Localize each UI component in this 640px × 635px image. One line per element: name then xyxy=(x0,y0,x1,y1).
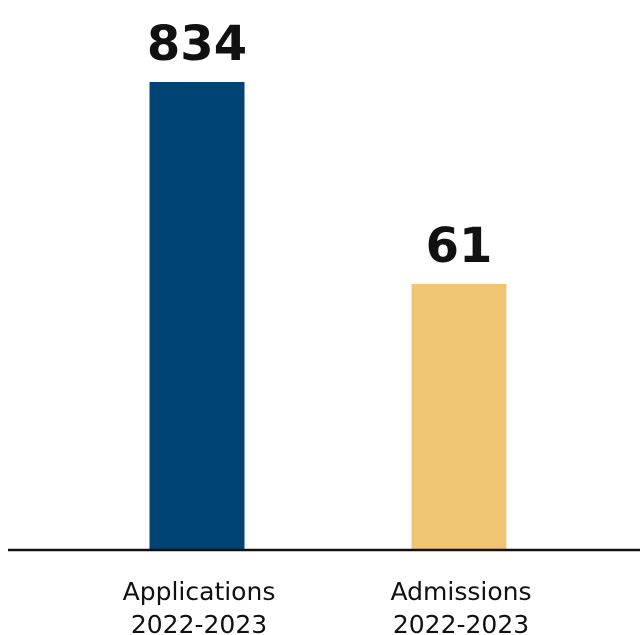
category-label-1-line-0: Admissions xyxy=(391,577,532,606)
bar-0 xyxy=(149,82,245,550)
value-label-0: 834 xyxy=(147,16,247,72)
value-labels-group: 834 61 xyxy=(147,16,493,274)
value-label-1: 61 xyxy=(426,218,493,274)
bar-1 xyxy=(411,284,507,550)
bars-group xyxy=(149,82,507,550)
category-labels-group: Applications 2022-2023 Admissions 2022-2023 xyxy=(123,577,532,635)
category-label-0-line-1: 2022-2023 xyxy=(131,610,267,635)
category-label-1-line-1: 2022-2023 xyxy=(393,610,529,635)
category-label-0-line-0: Applications xyxy=(123,577,276,606)
